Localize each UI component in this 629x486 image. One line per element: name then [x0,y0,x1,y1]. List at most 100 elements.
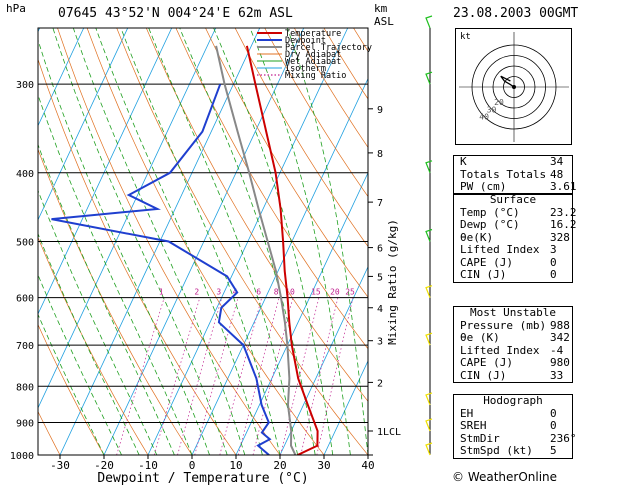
index-row: Lifted Index -4 [454,343,572,358]
index-label: SREH [460,419,487,432]
wind-barb [425,332,433,346]
wet-adiabat [52,28,228,455]
dry-adiabat [38,58,237,455]
isotherm-line [323,359,368,455]
dry-adiabat [38,410,61,455]
series-temperature [245,45,319,455]
km-tick-label: 4 [377,304,383,315]
index-value: 34 [550,155,564,168]
wet-adiabat [38,273,122,455]
wind-barb [425,285,433,298]
x-axis-label: Dewpoint / Temperature (°C) [97,471,308,486]
dry-adiabat [590,28,629,455]
index-label: PW (cm) [460,180,507,193]
index-row: SREH 0 [454,419,572,433]
index-row: Dewp (°C) 16.2 [454,218,577,232]
hodograph-ring-label: 40 [479,113,489,122]
wet-adiabat [38,143,175,455]
km-tick-label: 9 [377,105,383,116]
index-label: CIN (J) [460,268,507,281]
km-tick-label: 2 [377,378,383,389]
wind-barb [425,392,433,406]
index-row: CIN (J) 0 [454,268,572,282]
index-label: CIN (J) [460,368,507,382]
surface-box: Surface Temp (°C) 23.2 Dewp (°C) 16.2 θe(K) 3 2… [453,193,577,283]
mixing-ratio-line [219,297,263,455]
wet-adiabat [38,38,210,455]
km-tick-label: 3 [377,337,383,348]
wet-adiabat [38,232,140,455]
wind-barb [425,15,433,29]
hodograph-units: kt [460,32,471,42]
wet-adiabat [38,189,158,455]
wet-adiabat [213,28,334,455]
temperature-tick-label: -30 [50,459,70,472]
km-tick-label: 1LCL [377,427,401,438]
km-tick-label: 7 [377,198,383,209]
asl-label: ASL [374,15,394,28]
index-value: 23.2 [550,205,577,219]
index-value: 0 [550,255,557,269]
wind-barb [425,442,433,456]
index-label: Lifted Index [460,243,540,256]
mixing-ratio-line [252,297,294,455]
legend-label: Dry Adiabat [285,50,341,60]
index-row: Temp (°C) 23.2 [454,206,577,220]
index-value: 5 [550,444,557,457]
index-label: Dewp (°C) [460,218,520,231]
index-label: StmSpd (kt) [460,444,533,457]
wet-adiabat [249,28,351,455]
temperature-tick-label: 0 [189,459,196,472]
hpa-label: hPa [6,2,26,15]
index-label: θe (K) [460,331,500,344]
dry-adiabat [38,323,105,455]
mixing-ratio-line [316,297,354,455]
wet-adiabat [72,28,246,455]
mixing-ratio-line [177,297,223,455]
pressure-tick-label: 400 [16,169,34,180]
index-value: 48 [550,167,564,181]
index-value: 342 [550,331,570,344]
temperature-tick-label: 40 [361,459,374,472]
hodograph-ring-label: 30 [487,105,497,114]
indices-box: K 34 Totals Totals 48 PW (cm) 3.61 [453,155,577,195]
mixing-ratio-line [300,297,339,455]
temperature-tick-label: 30 [317,459,330,472]
index-label: Lifted Index [460,343,540,357]
wind-barb [425,160,433,173]
index-row: Lifted Index 3 [454,243,572,257]
mixing-ratio-label: Mixing Ratio (g/kg) [386,219,399,345]
station-info: 07645 43°52'N 004°24'E 62m ASL [58,6,293,21]
mixing-ratio-label: 6 [256,288,261,297]
km-tick-label: 6 [377,244,383,255]
temperature-tick-label: 20 [273,459,286,472]
legend-label: Isotherm [285,64,326,74]
index-value: 16.2 [550,218,577,231]
pressure-tick-label: 600 [16,294,34,305]
index-value: 236° [550,431,577,445]
wet-adiabat [95,28,263,455]
index-row: K 34 [454,155,572,169]
index-value: 3 [550,243,557,256]
plot-frame [37,27,369,456]
wind-barb [425,418,433,432]
index-label: Pressure (mb) [460,318,547,332]
section-title: Surface [489,193,537,206]
mixing-ratio-label: 15 [311,288,321,297]
legend-label: Dewpoint [285,36,326,46]
index-value: 0 [550,419,557,432]
index-row: StmSpd (kt) 5 [454,444,572,458]
isotherm-line [38,28,85,127]
pressure-tick-label: 1000 [10,451,34,462]
index-label: θe(K) [460,230,494,244]
wet-adiabat [38,93,193,455]
wind-barb [425,228,433,242]
index-row: EH 0 [454,407,572,421]
mixing-ratio-line [194,297,239,455]
wet-adiabat [120,28,281,455]
mixing-ratio-label: 25 [345,288,355,297]
index-row: θe (K) 342 [454,331,572,345]
index-label: StmDir [460,431,500,445]
most-unstable-box: Most Unstable Pressure (mb) 988 θe (K) 342 Li… [453,306,573,383]
